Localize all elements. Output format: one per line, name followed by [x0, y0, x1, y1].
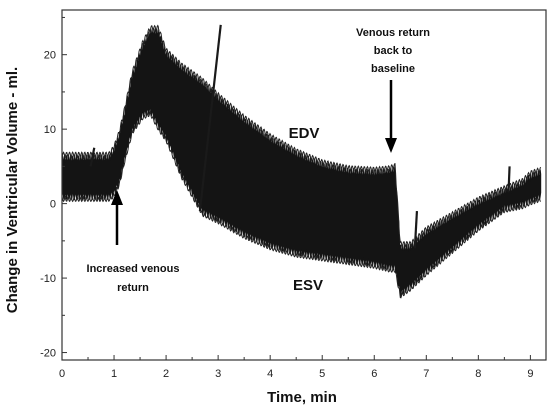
- x-tick-label: 4: [267, 368, 273, 380]
- y-tick-label: 0: [50, 199, 56, 211]
- x-tick-label: 1: [111, 368, 117, 380]
- y-tick-label: 20: [44, 50, 56, 62]
- trace-artifact: [89, 147, 96, 167]
- arrow-increased-venous-return: [111, 190, 123, 245]
- x-tick-label: 6: [371, 368, 377, 380]
- x-tick-label: 0: [59, 368, 65, 380]
- esv-series-line: [61, 109, 541, 299]
- annotation-baseline-line1: Venous return: [356, 27, 430, 39]
- annotation-baseline-line2: back to: [374, 45, 413, 57]
- x-tick-label: 3: [215, 368, 221, 380]
- x-tick-label: 8: [475, 368, 481, 380]
- x-tick-label: 7: [423, 368, 429, 380]
- edv-label: EDV: [289, 125, 320, 142]
- x-tick-label: 9: [527, 368, 533, 380]
- x-tick-label: 5: [319, 368, 325, 380]
- x-axis-title: Time, min: [267, 389, 337, 406]
- plot-frame: [61, 9, 547, 361]
- y-axis-title: Change in Ventricular Volume - ml.: [4, 67, 21, 313]
- x-tick-label: 2: [163, 368, 169, 380]
- annotation-increased-line1: Increased venous: [87, 263, 180, 275]
- annotation-increased-line2: return: [117, 282, 149, 294]
- volume-envelope-area: [61, 27, 542, 298]
- plot-layer: [61, 24, 542, 299]
- esv-label: ESV: [293, 277, 323, 294]
- trace-artifact: [198, 24, 222, 212]
- y-tick-label: 10: [44, 124, 56, 136]
- annotation-baseline-line3: baseline: [371, 63, 415, 75]
- axis-layer: 0 1 2 3 4 5 6 7 8 9 20 10 0 -10 -20: [40, 9, 547, 380]
- trace-artifact: [413, 211, 419, 249]
- arrow-venous-return-baseline: [385, 80, 397, 153]
- y-tick-label: -20: [40, 348, 56, 360]
- trace-artifact: [507, 166, 511, 193]
- edv-series-line: [61, 24, 542, 248]
- y-tick-label: -10: [40, 273, 56, 285]
